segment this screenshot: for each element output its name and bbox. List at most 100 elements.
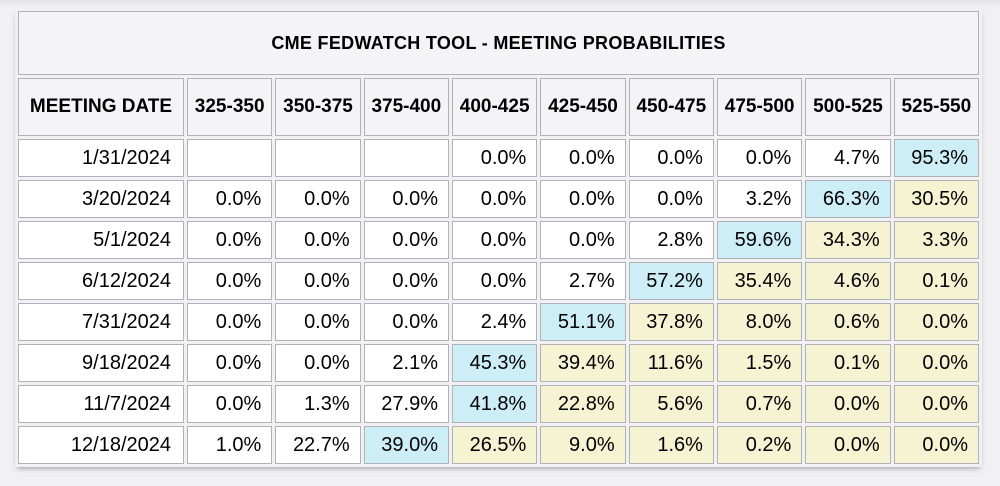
probability-cell: 0.0% <box>187 344 273 382</box>
probability-cell: 57.2% <box>628 262 714 300</box>
probability-cell: 30.5% <box>893 180 979 218</box>
probability-cell: 41.8% <box>451 385 538 423</box>
meeting-date-cell: 7/31/2024 <box>18 303 184 341</box>
probability-cell: 0.6% <box>805 303 891 341</box>
probability-cell: 0.0% <box>893 303 979 341</box>
header-row: MEETING DATE 325-350 350-375 375-400 400… <box>18 78 979 136</box>
probability-cell: 0.0% <box>716 139 803 177</box>
probability-cell: 35.4% <box>716 262 803 300</box>
probability-cell: 1.0% <box>187 426 273 464</box>
meeting-date-cell: 12/18/2024 <box>18 426 184 464</box>
meeting-date-cell: 3/20/2024 <box>18 180 184 218</box>
probability-cell: 37.8% <box>628 303 714 341</box>
meeting-date-cell: 11/7/2024 <box>18 385 184 423</box>
probability-cell: 2.4% <box>451 303 538 341</box>
probability-cell: 59.6% <box>716 221 803 259</box>
column-header-375-400: 375-400 <box>363 78 449 136</box>
probability-cell: 0.0% <box>805 385 891 423</box>
probability-cell: 5.6% <box>628 385 714 423</box>
probability-cell: 0.0% <box>187 221 273 259</box>
probability-cell: 39.4% <box>540 344 626 382</box>
column-header-525-550: 525-550 <box>893 78 979 136</box>
table-row: 5/1/2024 0.0% 0.0% 0.0% 0.0% 0.0% 2.8% 5… <box>18 221 979 259</box>
table-title: CME FEDWATCH TOOL - MEETING PROBABILITIE… <box>18 11 979 75</box>
probability-cell: 0.0% <box>540 139 626 177</box>
probability-cell: 0.0% <box>451 180 538 218</box>
probability-cell: 0.0% <box>187 262 273 300</box>
table-row: 1/31/2024 0.0% 0.0% 0.0% 0.0% 4.7% 95.3% <box>18 139 979 177</box>
probability-cell: 4.6% <box>805 262 891 300</box>
probability-cell: 0.0% <box>893 426 979 464</box>
probability-cell: 34.3% <box>805 221 891 259</box>
column-header-400-425: 400-425 <box>451 78 538 136</box>
probability-cell: 22.7% <box>275 426 361 464</box>
table-row: 9/18/2024 0.0% 0.0% 2.1% 45.3% 39.4% 11.… <box>18 344 979 382</box>
probability-cell: 0.0% <box>275 221 361 259</box>
probability-cell: 0.0% <box>187 180 273 218</box>
column-header-425-450: 425-450 <box>540 78 626 136</box>
column-header-450-475: 450-475 <box>628 78 714 136</box>
probability-cell: 1.6% <box>628 426 714 464</box>
column-header-500-525: 500-525 <box>805 78 891 136</box>
probability-cell: 4.7% <box>805 139 891 177</box>
probability-cell: 0.0% <box>187 385 273 423</box>
probability-cell: 45.3% <box>451 344 538 382</box>
probability-cell: 9.0% <box>540 426 626 464</box>
probability-cell: 66.3% <box>805 180 891 218</box>
probability-cell: 0.0% <box>893 385 979 423</box>
title-row: CME FEDWATCH TOOL - MEETING PROBABILITIE… <box>18 11 979 75</box>
probability-cell: 2.8% <box>628 221 714 259</box>
probability-cell <box>187 139 273 177</box>
column-header-350-375: 350-375 <box>275 78 361 136</box>
column-header-meeting-date: MEETING DATE <box>18 78 184 136</box>
table-row: 6/12/2024 0.0% 0.0% 0.0% 0.0% 2.7% 57.2%… <box>18 262 979 300</box>
probability-cell <box>363 139 449 177</box>
probability-cell: 8.0% <box>716 303 803 341</box>
probability-cell: 0.1% <box>893 262 979 300</box>
probability-cell: 0.0% <box>628 139 714 177</box>
table-row: 12/18/2024 1.0% 22.7% 39.0% 26.5% 9.0% 1… <box>18 426 979 464</box>
probability-cell: 1.3% <box>275 385 361 423</box>
column-header-325-350: 325-350 <box>187 78 273 136</box>
probability-cell: 0.0% <box>451 221 538 259</box>
probability-cell: 0.0% <box>275 180 361 218</box>
column-header-475-500: 475-500 <box>716 78 803 136</box>
probability-cell: 51.1% <box>540 303 626 341</box>
meeting-date-cell: 9/18/2024 <box>18 344 184 382</box>
probability-cell: 0.0% <box>540 180 626 218</box>
meeting-date-cell: 6/12/2024 <box>18 262 184 300</box>
probability-cell: 0.1% <box>805 344 891 382</box>
probability-cell: 22.8% <box>540 385 626 423</box>
fedwatch-probabilities-table: CME FEDWATCH TOOL - MEETING PROBABILITIE… <box>15 8 982 467</box>
probability-cell <box>275 139 361 177</box>
probability-cell: 0.0% <box>451 262 538 300</box>
probability-cell: 3.2% <box>716 180 803 218</box>
probability-cell: 0.0% <box>363 303 449 341</box>
probability-cell: 0.0% <box>540 221 626 259</box>
probability-cell: 3.3% <box>893 221 979 259</box>
probability-cell: 0.0% <box>451 139 538 177</box>
probability-cell: 11.6% <box>628 344 714 382</box>
probability-cell: 0.7% <box>716 385 803 423</box>
probability-cell: 27.9% <box>363 385 449 423</box>
table-row: 7/31/2024 0.0% 0.0% 0.0% 2.4% 51.1% 37.8… <box>18 303 979 341</box>
probability-cell: 0.0% <box>363 180 449 218</box>
probability-cell: 0.0% <box>628 180 714 218</box>
probability-cell: 0.0% <box>275 303 361 341</box>
table-row: 3/20/2024 0.0% 0.0% 0.0% 0.0% 0.0% 0.0% … <box>18 180 979 218</box>
meeting-date-cell: 1/31/2024 <box>18 139 184 177</box>
probability-cell: 0.0% <box>363 262 449 300</box>
table-row: 11/7/2024 0.0% 1.3% 27.9% 41.8% 22.8% 5.… <box>18 385 979 423</box>
probability-cell: 1.5% <box>716 344 803 382</box>
probability-cell: 0.2% <box>716 426 803 464</box>
probability-cell: 26.5% <box>451 426 538 464</box>
probability-cell: 0.0% <box>363 221 449 259</box>
probability-cell: 0.0% <box>805 426 891 464</box>
probability-cell: 0.0% <box>275 344 361 382</box>
probability-cell: 0.0% <box>275 262 361 300</box>
probability-cell: 39.0% <box>363 426 449 464</box>
probability-cell: 0.0% <box>893 344 979 382</box>
meeting-date-cell: 5/1/2024 <box>18 221 184 259</box>
probability-cell: 95.3% <box>893 139 979 177</box>
probability-cell: 2.1% <box>363 344 449 382</box>
